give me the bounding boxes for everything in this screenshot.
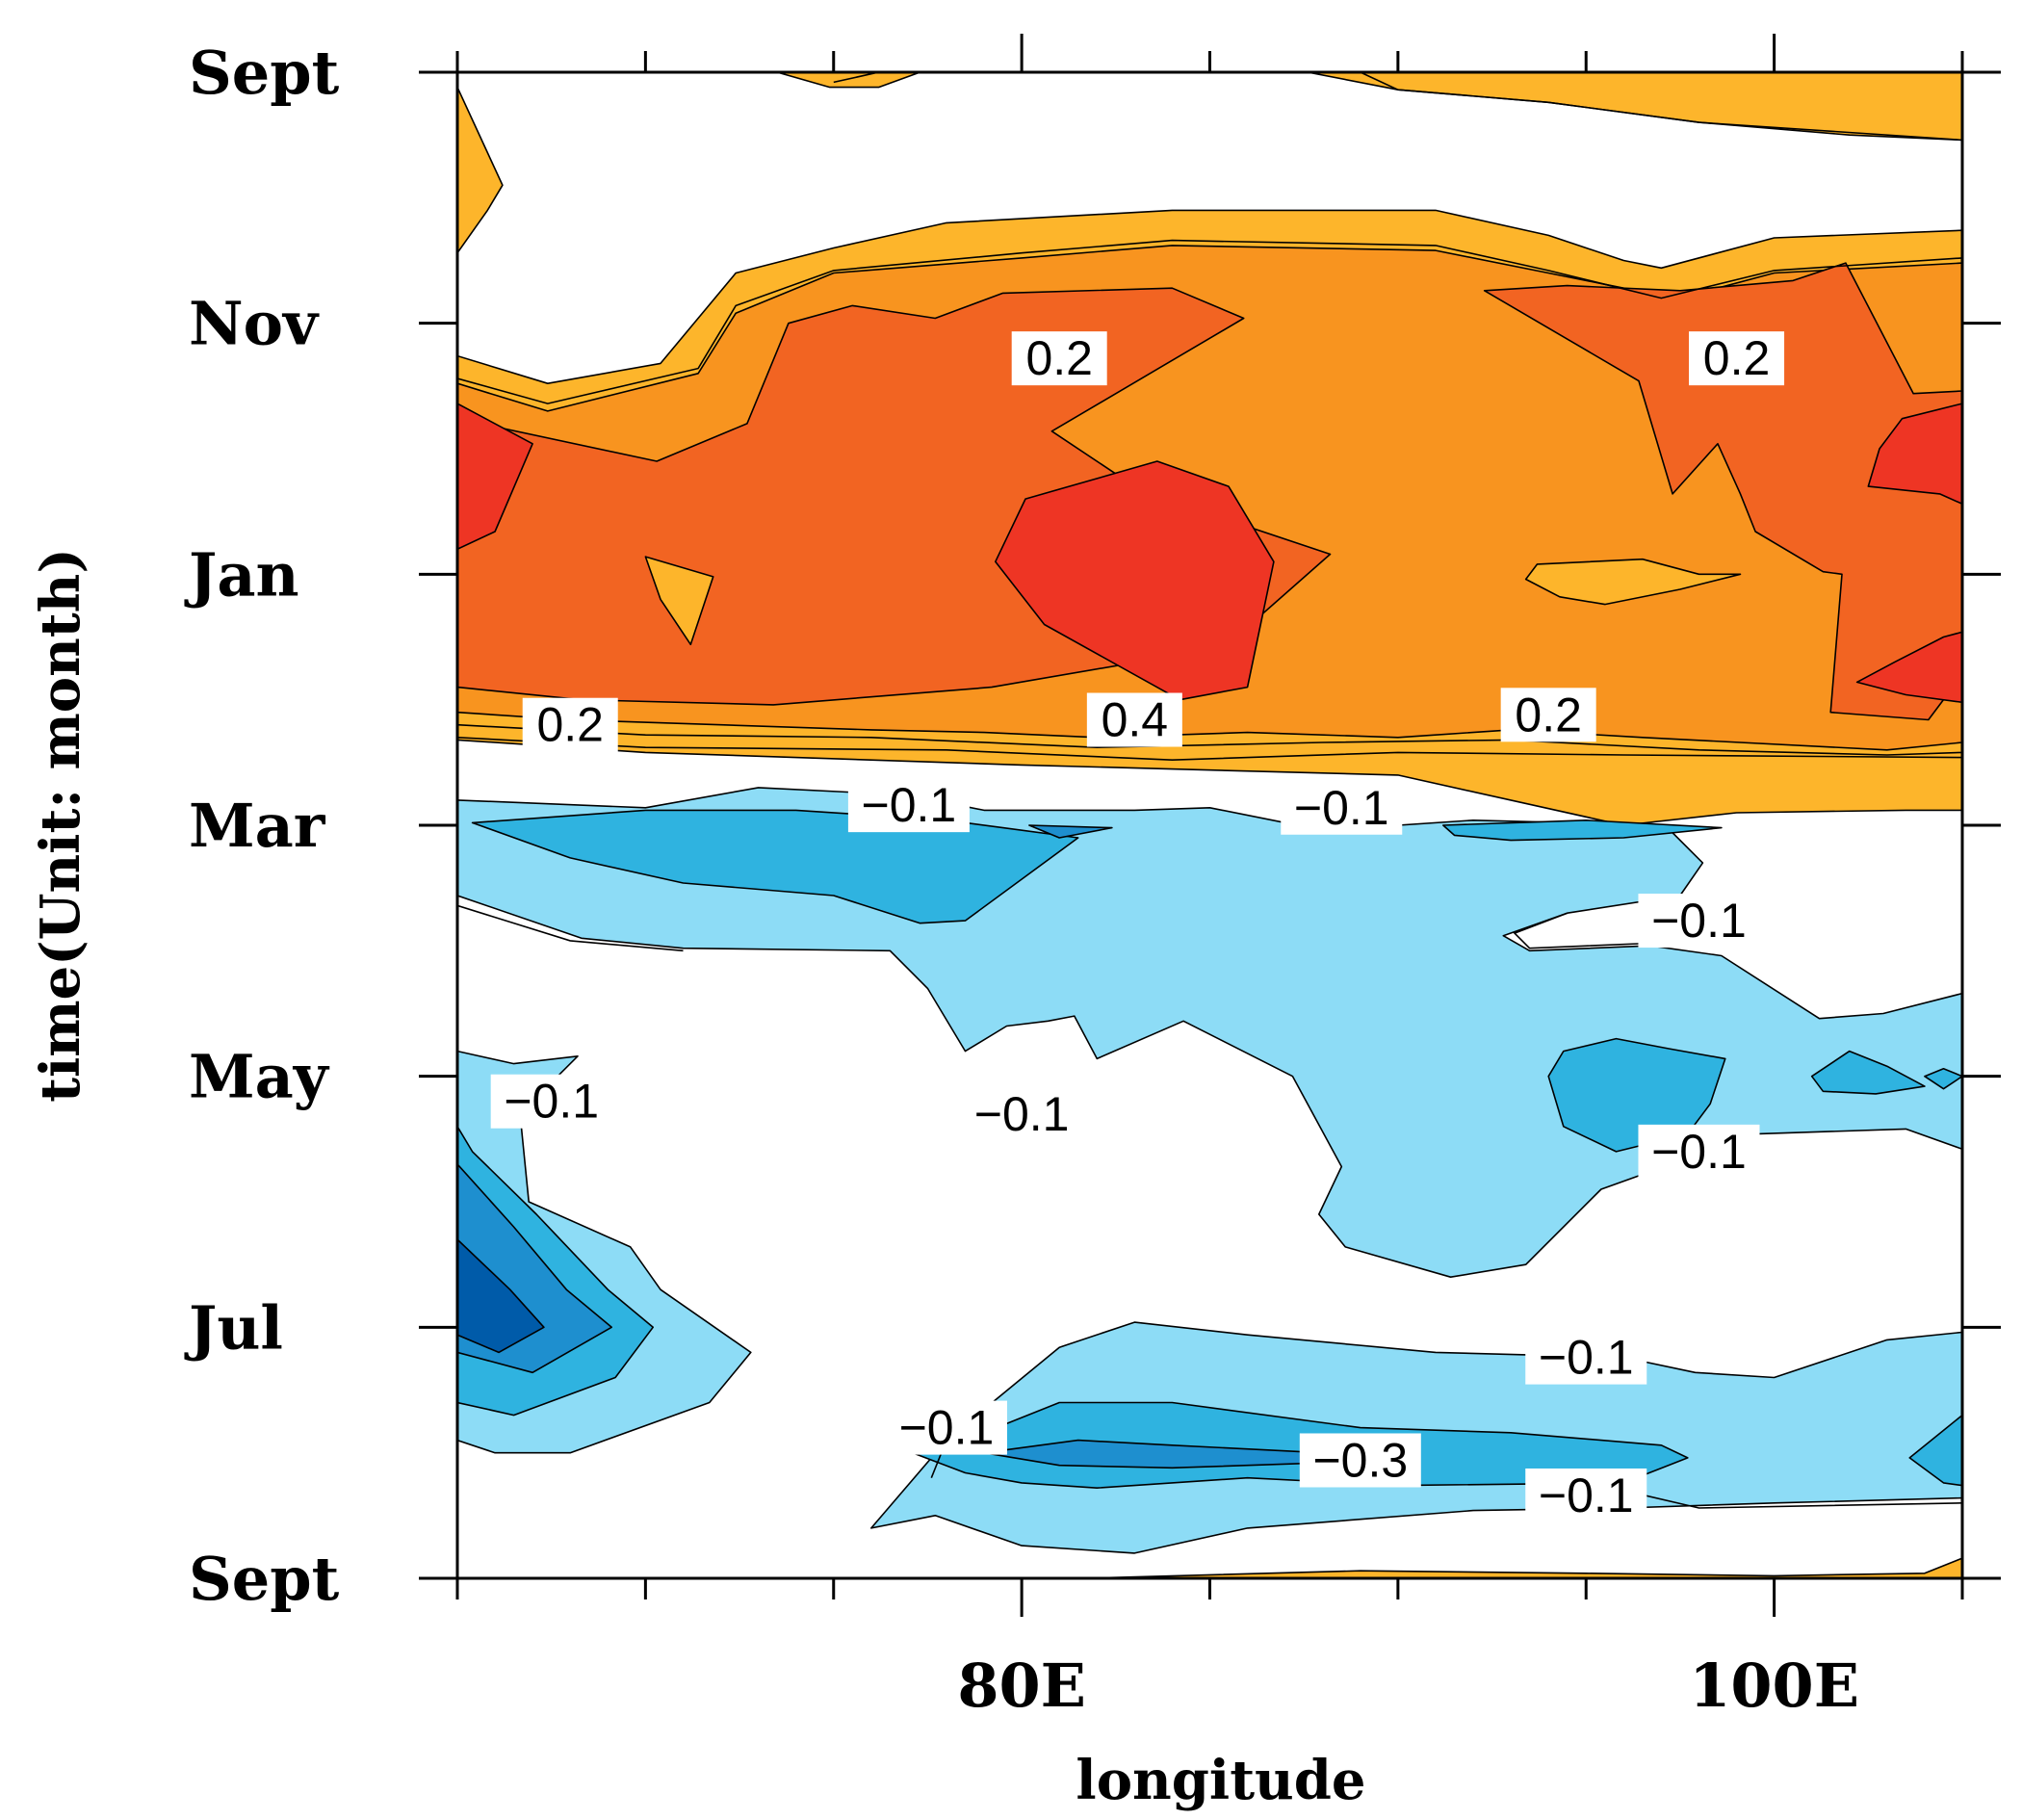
contour-region bbox=[457, 403, 533, 551]
contour-label-text: 0.2 bbox=[1703, 331, 1771, 385]
contour-label: −0.1 bbox=[885, 1400, 1007, 1455]
contour-label-text: −0.1 bbox=[504, 1075, 599, 1129]
contour-label-box bbox=[1638, 894, 1760, 949]
contour-region bbox=[457, 1238, 545, 1354]
contour-label-box bbox=[1525, 1330, 1647, 1385]
contour-label-box bbox=[847, 778, 970, 833]
contour-label: −0.1 bbox=[961, 1086, 1083, 1141]
contour-label: −0.1 bbox=[1281, 780, 1403, 835]
contour-line bbox=[1360, 72, 1962, 142]
contour-line bbox=[457, 239, 1962, 404]
axis-ticks bbox=[419, 34, 2001, 1617]
contour-region bbox=[1442, 819, 1723, 842]
contour-label-box bbox=[1299, 1433, 1421, 1488]
contour-label-text: −0.1 bbox=[862, 778, 957, 832]
contour-label: −0.1 bbox=[847, 778, 970, 833]
contour-label-box bbox=[1086, 692, 1182, 747]
contour-line bbox=[1513, 912, 1650, 949]
contour-label-box bbox=[1689, 331, 1785, 386]
y-tick-label: Jan bbox=[184, 539, 299, 610]
contour-region bbox=[1855, 631, 1962, 704]
y-tick-label: May bbox=[189, 1042, 330, 1112]
contour-label: 0.2 bbox=[1500, 688, 1596, 742]
contour-label: 0.2 bbox=[1689, 331, 1785, 386]
contour-label: 0.2 bbox=[1011, 331, 1107, 386]
contour-label-box bbox=[522, 697, 618, 752]
contour-label: 0.2 bbox=[522, 697, 618, 752]
x-tick-label: 80E bbox=[957, 1651, 1086, 1721]
contour-label: −0.1 bbox=[1638, 894, 1760, 949]
contour-line bbox=[457, 723, 1962, 756]
contour-region bbox=[1547, 1037, 1726, 1153]
contour-label: −0.1 bbox=[490, 1074, 612, 1129]
x-tick-label: 100E bbox=[1689, 1651, 1859, 1721]
contour-label-box bbox=[1500, 688, 1596, 742]
contour-label-box bbox=[1525, 1468, 1647, 1522]
contour-region bbox=[471, 809, 1079, 924]
contour-label: 0.4 bbox=[1086, 692, 1182, 747]
y-tick-label: Sept bbox=[189, 38, 340, 108]
contour-label-text: −0.1 bbox=[1539, 1469, 1634, 1522]
contour-label-box bbox=[1281, 780, 1403, 835]
contour-region bbox=[776, 72, 921, 89]
contour-line bbox=[457, 737, 1962, 762]
contour-label-text: −0.1 bbox=[899, 1401, 995, 1455]
contour-label-text: −0.1 bbox=[1539, 1331, 1634, 1385]
y-tick-label: Nov bbox=[189, 289, 320, 359]
contour-label-text: −0.1 bbox=[974, 1087, 1070, 1141]
contour-line-layer bbox=[457, 72, 1962, 1509]
contour-label: −0.3 bbox=[1299, 1433, 1421, 1488]
contour-label-text: 0.2 bbox=[536, 698, 604, 752]
contour-region bbox=[1084, 1557, 1962, 1578]
contour-label-box bbox=[1638, 1124, 1760, 1179]
contour-label-text: 0.4 bbox=[1102, 693, 1169, 747]
contour-region bbox=[1867, 403, 1962, 506]
contour-label-text: −0.1 bbox=[1651, 1125, 1747, 1179]
contour-label-text: −0.1 bbox=[1651, 894, 1747, 948]
contour-line bbox=[532, 72, 879, 84]
contour-region bbox=[1028, 824, 1113, 839]
contour-region bbox=[1908, 1414, 1962, 1487]
contour-region bbox=[1483, 262, 1962, 721]
y-tick-label: Mar bbox=[189, 791, 326, 861]
x-axis-title: longitude bbox=[1076, 1749, 1365, 1812]
contour-region bbox=[1524, 558, 1742, 606]
contour-label-layer: 0.2 0.2 0.2 0.4 0.2 −0.1 −0.1 −0.1 −0.1 −0.1 −0.1 −… bbox=[490, 331, 1785, 1522]
contour-region bbox=[1810, 1050, 1926, 1095]
y-tick-labels: Sept Nov Jan Mar May Jul Sept bbox=[184, 38, 340, 1614]
contour-label-box bbox=[885, 1400, 1007, 1455]
contour-region bbox=[1924, 1068, 1962, 1090]
contour-region bbox=[457, 86, 504, 254]
contour-label: −0.1 bbox=[1638, 1124, 1760, 1179]
contour-label-box bbox=[1011, 331, 1107, 386]
contour-label: −0.1 bbox=[1525, 1330, 1647, 1385]
contour-label-box bbox=[961, 1086, 1083, 1141]
contour-label-text: 0.2 bbox=[1515, 688, 1582, 741]
contour-region bbox=[644, 556, 714, 646]
contour-region bbox=[457, 787, 1962, 1278]
contour-fill-layer bbox=[457, 72, 1962, 1578]
y-tick-label: Jul bbox=[184, 1292, 283, 1363]
contour-label-text: −0.1 bbox=[1294, 781, 1389, 835]
contour-label: −0.1 bbox=[1525, 1468, 1647, 1522]
contour-label-text: −0.3 bbox=[1312, 1433, 1408, 1487]
contour-line bbox=[1623, 1490, 1962, 1509]
contour-line bbox=[457, 904, 684, 952]
y-axis-title: time(Unit: month) bbox=[29, 548, 92, 1103]
contour-label-box bbox=[490, 1074, 612, 1129]
x-tick-labels: 80E 100E bbox=[957, 1651, 1859, 1721]
y-tick-label: Sept bbox=[189, 1544, 340, 1614]
contour-label-text: 0.2 bbox=[1025, 331, 1093, 385]
